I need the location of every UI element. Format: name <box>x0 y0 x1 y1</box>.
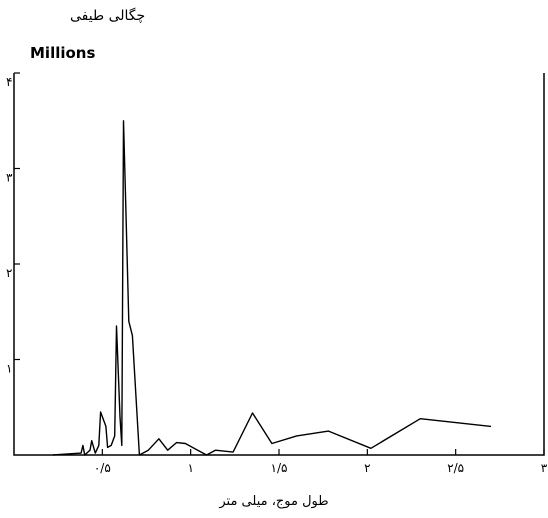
plot-frame <box>13 73 545 456</box>
x-tick-label: ۱ <box>187 461 193 475</box>
x-tick-label: ۲/۵ <box>447 461 464 475</box>
y-tick-label: ۲ <box>6 266 12 280</box>
y-tick-label: ۴ <box>6 75 12 89</box>
y-axis-unit-label: Millions <box>30 44 95 62</box>
x-tick-label: ۲ <box>364 461 370 475</box>
y-tick-label: ۳ <box>6 171 13 185</box>
series-line <box>52 120 492 456</box>
x-tick-label: ۳ <box>541 461 548 475</box>
x-tick-label: ۰/۵ <box>94 461 111 475</box>
y-axis-title: چگالی طیفی <box>70 7 145 24</box>
x-tick-label: ۱/۵ <box>271 461 288 475</box>
x-axis-title: طول موج، میلی متر <box>218 494 328 509</box>
y-tick-label: ۱ <box>6 362 12 376</box>
x-axis-ticks: ۰/۵ ۱ ۱/۵ ۲ ۲/۵ ۳ <box>94 449 548 475</box>
y-axis-ticks: ۱ ۲ ۳ ۴ <box>6 72 20 376</box>
